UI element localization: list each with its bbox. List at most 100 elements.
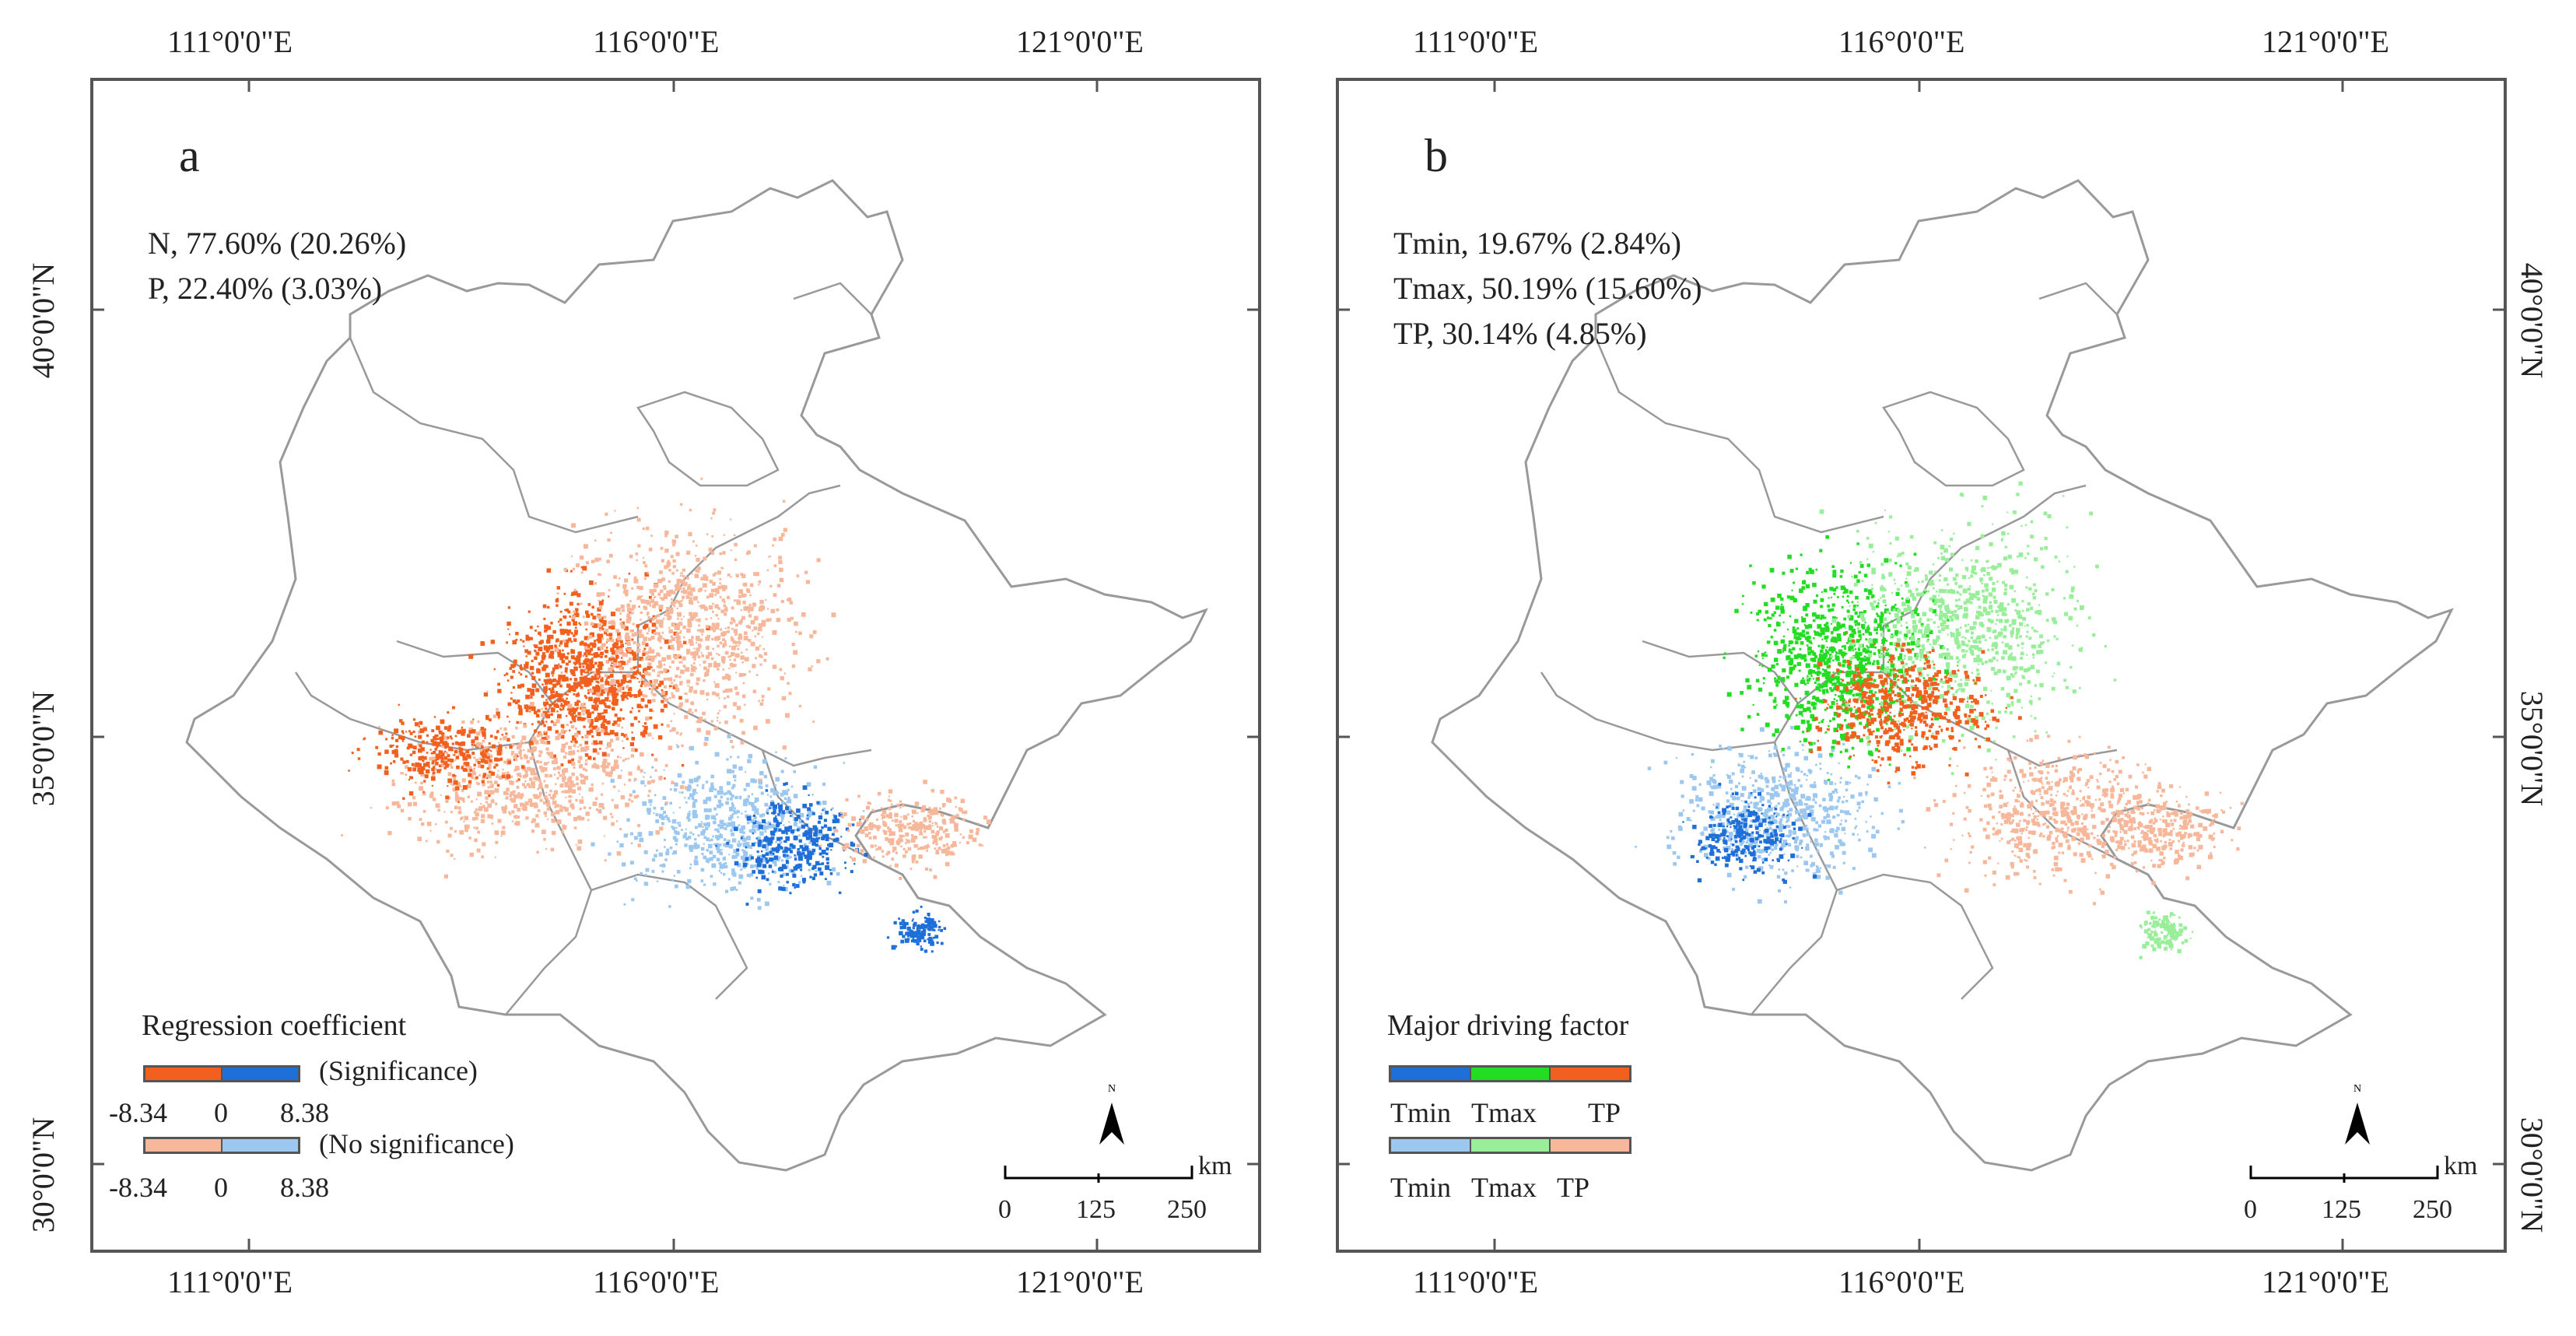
data-pixel <box>782 872 786 876</box>
data-pixel <box>1867 625 1870 627</box>
data-pixel <box>733 658 737 661</box>
data-pixel <box>1843 617 1847 621</box>
data-pixel <box>658 813 664 819</box>
data-pixel <box>1769 617 1772 620</box>
data-pixel <box>614 714 618 717</box>
data-pixel <box>1905 626 1908 629</box>
data-pixel <box>603 703 607 706</box>
data-pixel <box>1826 646 1828 648</box>
data-pixel <box>577 815 581 819</box>
data-pixel <box>726 824 729 828</box>
data-pixel <box>1877 614 1880 617</box>
data-pixel <box>447 772 452 777</box>
data-pixel <box>714 604 719 608</box>
data-pixel <box>629 600 632 602</box>
data-pixel <box>559 618 563 622</box>
data-pixel <box>650 691 653 693</box>
data-pixel <box>573 591 578 596</box>
data-pixel <box>873 809 875 812</box>
data-pixel <box>587 677 591 682</box>
data-pixel <box>1862 664 1865 668</box>
data-pixel <box>1761 653 1765 657</box>
data-pixel <box>666 724 670 728</box>
data-pixel <box>920 948 924 951</box>
data-pixel <box>807 850 811 855</box>
data-pixel <box>591 784 594 786</box>
data-pixel <box>812 876 815 880</box>
data-pixel <box>1849 675 1852 678</box>
data-pixel <box>572 735 575 738</box>
data-pixel <box>663 587 667 591</box>
data-pixel <box>585 610 589 615</box>
data-pixel <box>649 620 652 623</box>
data-pixel <box>631 737 636 741</box>
data-pixel <box>563 567 567 572</box>
data-pixel <box>552 675 554 677</box>
data-pixel <box>672 565 676 569</box>
data-pixel <box>1772 733 1775 737</box>
data-pixel <box>730 886 734 891</box>
data-pixel <box>624 692 627 695</box>
data-pixel <box>559 707 562 710</box>
data-pixel <box>570 678 573 681</box>
data-pixel <box>436 738 440 740</box>
data-pixel <box>593 654 598 658</box>
data-pixel <box>717 654 720 656</box>
data-pixel <box>787 796 790 800</box>
data-pixel <box>935 843 938 846</box>
data-pixel <box>1863 610 1866 613</box>
data-pixel <box>663 769 665 771</box>
data-pixel <box>719 721 721 724</box>
data-pixel <box>645 695 648 698</box>
data-pixel <box>395 738 399 742</box>
data-pixel <box>745 843 749 847</box>
data-pixel <box>723 822 727 826</box>
data-pixel <box>532 738 537 743</box>
data-pixel <box>647 700 652 704</box>
data-pixel <box>726 595 731 599</box>
data-pixel <box>622 747 625 749</box>
data-pixel <box>615 695 618 698</box>
data-pixel <box>731 637 734 642</box>
data-pixel <box>802 880 806 884</box>
data-pixel <box>464 768 468 772</box>
data-pixel <box>454 786 460 791</box>
data-pixel <box>654 616 657 619</box>
data-pixel <box>745 771 747 773</box>
data-pixel <box>1806 644 1809 647</box>
data-pixel <box>645 716 650 721</box>
data-pixel <box>540 660 544 664</box>
data-pixel <box>408 817 412 821</box>
data-pixel <box>520 712 523 715</box>
data-pixel <box>682 636 685 639</box>
data-pixel <box>678 705 682 710</box>
data-pixel <box>780 812 785 818</box>
data-pixel <box>447 785 449 787</box>
data-pixel <box>678 824 682 827</box>
data-pixel <box>509 812 512 815</box>
data-pixel <box>706 848 709 852</box>
data-pixel <box>671 826 676 830</box>
data-pixel <box>1890 681 1894 685</box>
data-pixel <box>1871 697 1873 700</box>
data-pixel <box>591 764 596 769</box>
data-pixel <box>676 667 680 671</box>
data-pixel <box>778 810 781 813</box>
data-pixel <box>605 747 608 749</box>
data-pixel <box>577 759 581 763</box>
data-pixel <box>689 686 693 691</box>
data-pixel <box>690 615 696 619</box>
data-pixel <box>525 634 529 638</box>
data-pixel <box>483 692 489 697</box>
data-pixel <box>620 657 623 659</box>
data-pixel <box>1789 657 1793 661</box>
data-pixel <box>669 729 672 732</box>
data-pixel <box>672 685 677 689</box>
data-pixel <box>746 552 750 556</box>
data-pixel <box>573 661 576 664</box>
data-pixel <box>566 632 570 636</box>
data-pixel <box>474 838 478 843</box>
data-pixel <box>920 808 925 812</box>
data-pixel <box>559 709 563 711</box>
data-pixel <box>676 647 681 650</box>
